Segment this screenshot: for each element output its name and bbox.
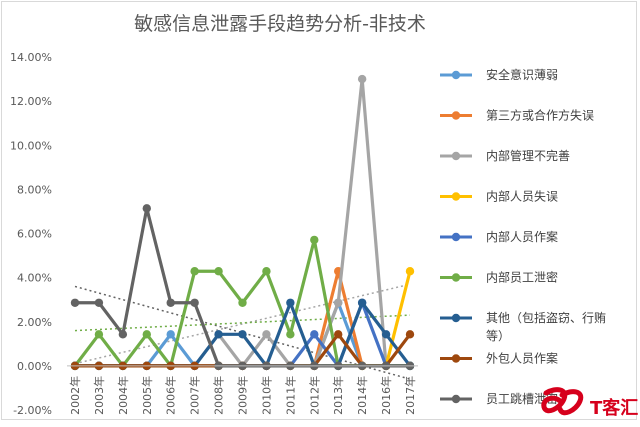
data-point <box>310 235 319 245</box>
series-员工跳槽泄密 <box>70 204 415 371</box>
legend-swatch-marker <box>451 70 461 80</box>
data-point <box>357 74 367 84</box>
legend-swatch-marker <box>451 273 461 282</box>
legend-label: 内部人员失误 <box>486 189 558 204</box>
data-point <box>405 267 415 276</box>
legend-item: 内部管理不完善 <box>440 148 570 163</box>
legend-item: 第三方或合作方失误 <box>440 108 594 123</box>
data-point <box>166 298 175 307</box>
data-point <box>381 330 391 339</box>
x-tick-label: 2010年 <box>259 376 273 415</box>
y-tick-label: 12.00% <box>10 95 52 108</box>
y-tick-label: 2.00% <box>17 316 52 329</box>
y-tick-label: 8.00% <box>17 183 52 196</box>
legend-swatch-marker <box>451 313 461 323</box>
x-tick-label: 2013年 <box>331 376 345 415</box>
series-第三方或合作方失误 <box>70 267 415 371</box>
x-tick-label: 2008年 <box>212 376 226 415</box>
legend-label-cont: 等） <box>486 329 510 343</box>
data-point <box>238 298 247 307</box>
data-point <box>118 330 128 339</box>
y-tick-label: 6.00% <box>17 228 52 241</box>
legend-swatch-marker <box>451 354 461 363</box>
series-line <box>75 206 410 368</box>
data-point <box>262 267 271 276</box>
data-point <box>214 330 223 339</box>
legend-item: 其他（包括盗窃、行贿等） <box>440 310 606 343</box>
series-内部人员失误 <box>70 267 415 371</box>
data-point <box>262 330 271 339</box>
legend-swatch-marker <box>451 232 461 242</box>
data-point <box>142 204 151 213</box>
legend-item: 外包人员作案 <box>440 351 558 366</box>
y-tick-label: 14.00% <box>10 51 52 64</box>
legend-label: 内部员工泄密 <box>486 270 558 285</box>
x-tick-label: 2016年 <box>379 376 393 415</box>
y-axis: -2.00% 0.00% 2.00% 4.00% 6.00% 8.00% 10.00% 12.… <box>10 51 52 417</box>
series-内部管理不完善 <box>70 74 415 371</box>
chart-title: 敏感信息泄露手段趋势分析-非技术 <box>134 13 426 35</box>
data-point <box>286 298 295 307</box>
legend-label: 第三方或合作方失误 <box>486 108 594 123</box>
legend-item: 内部员工泄密 <box>440 270 558 285</box>
watermark-text: T客汇 <box>590 397 638 419</box>
legend-swatch-marker <box>451 394 461 404</box>
data-point <box>70 298 80 307</box>
x-tick-label: 2004年 <box>116 376 130 415</box>
legend: 安全意识薄弱第三方或合作方失误内部管理不完善内部人员失误内部人员作案内部员工泄密… <box>440 67 606 406</box>
x-tick-label: 2012年 <box>307 376 321 415</box>
data-point <box>238 330 247 339</box>
data-point <box>94 298 104 307</box>
data-point <box>190 267 199 276</box>
legend-item: 内部人员失误 <box>440 189 558 204</box>
x-tick-label: 2011年 <box>283 376 297 415</box>
x-tick-label: 2002年 <box>68 376 82 415</box>
legend-swatch-marker <box>451 151 461 161</box>
legend-item: 内部人员作案 <box>440 229 558 244</box>
legend-label: 员工跳槽泄密 <box>486 391 558 406</box>
legend-label: 外包人员作案 <box>486 351 558 366</box>
data-point <box>286 330 295 339</box>
y-tick-label: -2.00% <box>13 404 52 417</box>
legend-label: 其他（包括盗窃、行贿 <box>486 310 606 325</box>
data-point <box>310 330 319 339</box>
legend-label: 安全意识薄弱 <box>486 67 558 82</box>
legend-item: 安全意识薄弱 <box>440 67 558 82</box>
data-point <box>357 298 367 307</box>
trendlines <box>74 283 411 380</box>
y-tick-label: 0.00% <box>17 360 52 373</box>
x-tick-label: 2014年 <box>355 376 369 415</box>
legend-label: 内部人员作案 <box>486 229 558 244</box>
x-tick-label: 2009年 <box>236 376 250 415</box>
data-point <box>214 267 223 276</box>
series-layer <box>70 74 415 371</box>
trendline <box>74 283 411 365</box>
watermark-logo: T客汇 <box>540 385 640 423</box>
x-tick-label: 2006年 <box>164 376 178 415</box>
y-tick-label: 4.00% <box>17 272 52 285</box>
data-point <box>190 298 199 307</box>
x-tick-label: 2003年 <box>92 376 106 415</box>
data-point <box>405 330 415 339</box>
legend-label: 内部管理不完善 <box>486 148 570 163</box>
x-tick-label: 2017年 <box>403 376 417 415</box>
x-axis: 2002年 2003年 2004年 2005年 2006年 2007年 2008年 2009年… <box>67 365 418 415</box>
data-point <box>334 330 343 339</box>
x-tick-label: 2005年 <box>140 376 154 415</box>
trendline <box>74 314 411 332</box>
legend-item: 员工跳槽泄密 <box>440 391 558 406</box>
legend-swatch-marker <box>451 192 461 201</box>
data-point <box>166 330 175 339</box>
x-tick-label: 2007年 <box>188 376 202 415</box>
y-tick-label: 10.00% <box>10 139 52 152</box>
legend-swatch-marker <box>451 111 461 120</box>
data-point <box>94 330 104 339</box>
data-point <box>334 298 343 307</box>
data-point <box>142 330 151 339</box>
chart-frame <box>1 1 637 420</box>
